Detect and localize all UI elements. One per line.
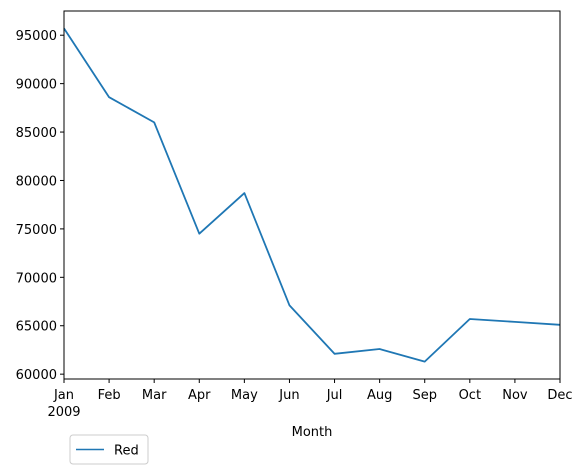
x-tick-label: Sep xyxy=(412,388,437,403)
plot-frame xyxy=(63,10,561,380)
x-tick-label: Jun xyxy=(278,388,299,403)
x-tick-label: May xyxy=(231,388,258,403)
legend-label-red: Red xyxy=(114,444,139,459)
x-tick-label: Nov xyxy=(502,388,528,403)
x-tick-label: Dec xyxy=(547,388,572,403)
y-tick-label: 95000 xyxy=(16,29,57,44)
series-layer xyxy=(63,27,561,363)
y-axis-ticks: 60000 65000 70000 75000 80000 85000 90000 95000 xyxy=(16,29,64,383)
y-tick-label: 70000 xyxy=(16,271,57,286)
x-tick-label: Apr xyxy=(188,388,211,403)
x-tick-label: Feb xyxy=(98,388,121,403)
y-tick-label: 90000 xyxy=(16,78,57,93)
x-tick-year-label: 2009 xyxy=(47,405,80,420)
x-tick-label: Jan xyxy=(53,388,74,403)
legend: Red xyxy=(69,434,149,465)
y-tick-label: 75000 xyxy=(16,223,57,238)
y-tick-label: 60000 xyxy=(16,368,57,383)
x-axis-ticks: Jan Feb Mar Apr May Jun Jul Aug Sep Oct Nov Dec xyxy=(53,379,573,403)
y-tick-label: 85000 xyxy=(16,126,57,141)
x-tick-label: Jul xyxy=(326,388,343,403)
x-axis-label: Month xyxy=(292,425,333,440)
x-tick-label: Oct xyxy=(459,388,481,403)
y-tick-label: 65000 xyxy=(16,320,57,335)
x-tick-label: Aug xyxy=(367,388,392,403)
y-tick-label: 80000 xyxy=(16,174,57,189)
x-tick-label: Mar xyxy=(142,388,167,403)
series-line-red xyxy=(63,27,561,363)
legend-box xyxy=(69,434,149,465)
